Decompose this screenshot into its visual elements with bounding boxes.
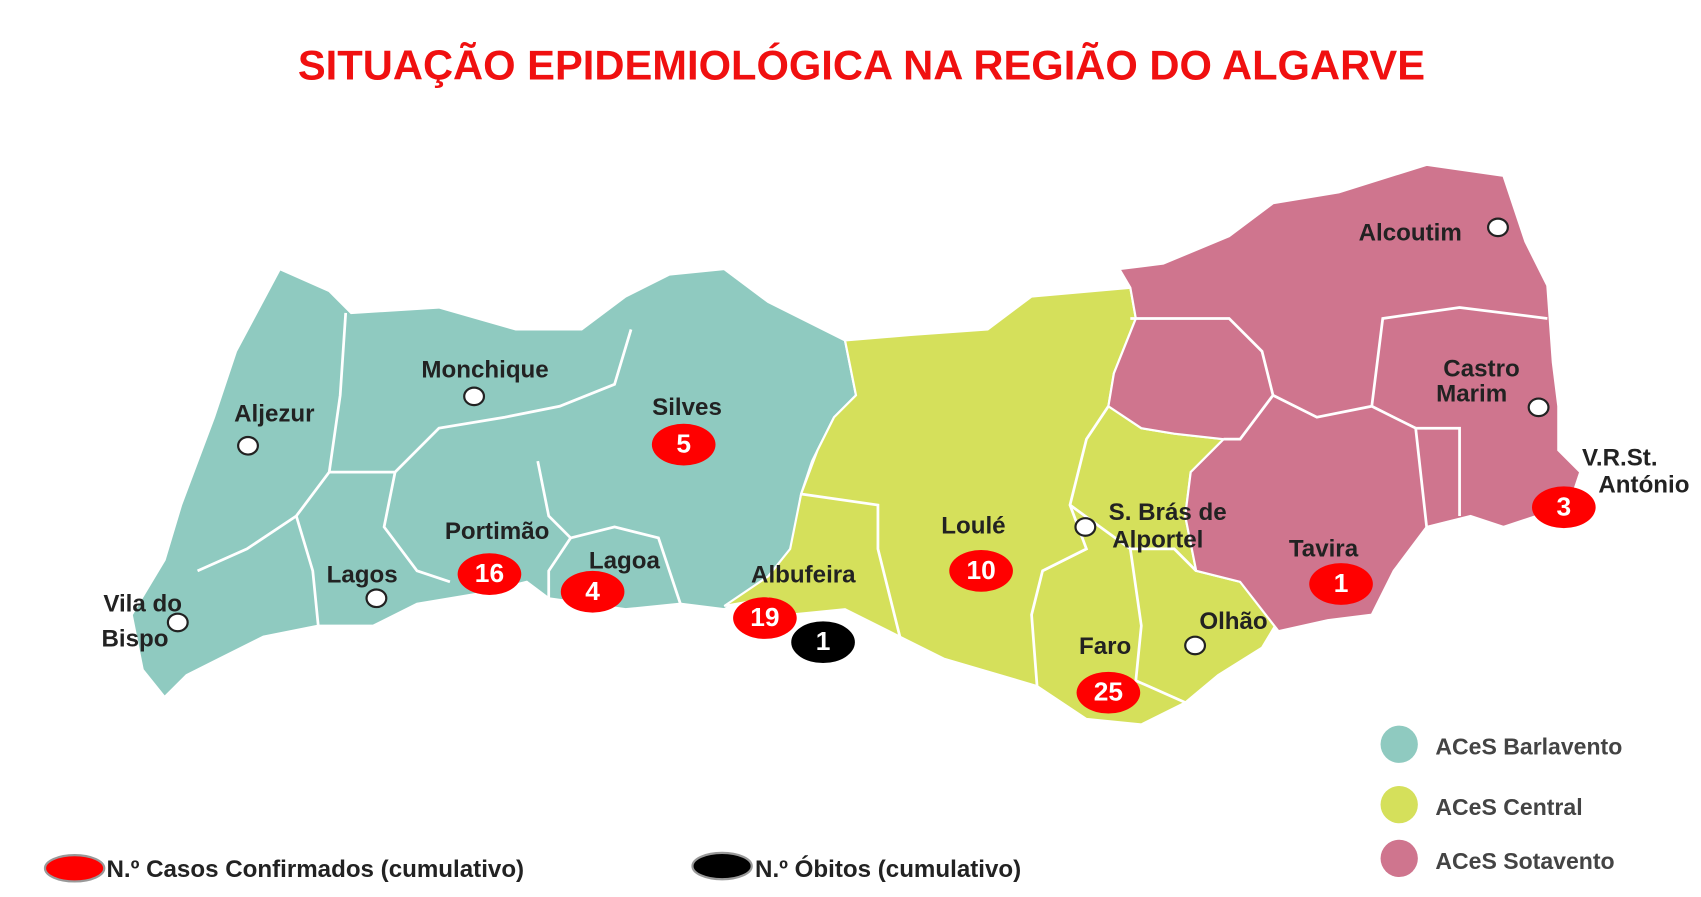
cases-count: 5 xyxy=(676,429,691,459)
legend-deaths-swatch xyxy=(691,851,753,881)
municipality-name: S. Brás de xyxy=(1109,499,1227,526)
region-legend-swatch xyxy=(1380,785,1418,824)
cases-count: 10 xyxy=(966,555,995,585)
municipality-name: Monchique xyxy=(421,357,548,384)
municipality-name: Olhão xyxy=(1199,608,1267,635)
region-legend-label: ACeS Sotavento xyxy=(1435,848,1614,874)
municipality-name: Bispo xyxy=(101,625,168,652)
town-marker xyxy=(463,386,486,407)
municipality-name: Lagoa xyxy=(589,547,661,574)
deaths-marker xyxy=(791,621,855,664)
cases-marker xyxy=(1309,563,1373,605)
municipality-name: Alcoutim xyxy=(1359,219,1462,246)
municipality-name: Marim xyxy=(1436,381,1507,408)
region-legend-label: ACeS Central xyxy=(1435,794,1582,820)
town-marker xyxy=(365,588,388,609)
legend-cases-swatch xyxy=(43,853,106,883)
municipal-borders xyxy=(196,306,1548,704)
municipality-name: António xyxy=(1598,472,1689,499)
town-marker xyxy=(1527,397,1550,418)
cases-count: 1 xyxy=(1334,568,1349,598)
cases-marker xyxy=(949,550,1013,592)
municipality-name: Lagos xyxy=(327,562,398,589)
region-legend-swatch xyxy=(1380,839,1418,878)
cases-marker xyxy=(733,597,797,639)
cases-marker xyxy=(651,423,716,466)
cases-marker xyxy=(1531,486,1596,529)
municipality-name: Faro xyxy=(1079,633,1131,660)
municipality-name: Vila do xyxy=(103,590,182,617)
deaths-count: 1 xyxy=(816,626,831,656)
town-marker xyxy=(166,612,189,633)
municipality-name: Loulé xyxy=(941,512,1005,539)
cases-count: 16 xyxy=(475,558,504,588)
title: SITUAÇÃO EPIDEMIOLÓGICA NA REGIÃO DO ALG… xyxy=(298,40,1425,88)
town-marker xyxy=(237,435,259,456)
municipality-name: Alportel xyxy=(1112,527,1203,554)
cases-marker xyxy=(560,570,625,613)
region-sotavento xyxy=(1107,163,1582,633)
legend-deaths-label: N.º Óbitos (cumulativo) xyxy=(755,855,1021,883)
municipality-name: Albufeira xyxy=(751,562,856,589)
town-marker xyxy=(1074,517,1097,537)
town-marker xyxy=(1184,635,1207,656)
municipality-name: Aljezur xyxy=(234,400,315,427)
legend: N.º Casos Confirmados (cumulativo) N.º Ó… xyxy=(43,851,1021,883)
legend-cases-label: N.º Casos Confirmados (cumulativo) xyxy=(106,856,524,883)
municipality-name: V.R.St. xyxy=(1582,444,1658,471)
municipality-name: Tavira xyxy=(1289,535,1359,562)
cases-count: 3 xyxy=(1556,491,1571,521)
cases-count: 4 xyxy=(585,576,600,606)
cases-count: 25 xyxy=(1094,677,1123,707)
municipality-name: Portimão xyxy=(445,518,550,545)
region-legend-swatch xyxy=(1380,725,1418,763)
municipality-name: Silves xyxy=(652,394,722,421)
region-legend-label: ACeS Barlavento xyxy=(1435,734,1622,760)
cases-marker xyxy=(1076,671,1141,714)
town-marker xyxy=(1487,217,1509,238)
cases-marker xyxy=(457,553,522,596)
cases-count: 19 xyxy=(750,602,779,632)
municipality-name: Castro xyxy=(1443,355,1519,382)
